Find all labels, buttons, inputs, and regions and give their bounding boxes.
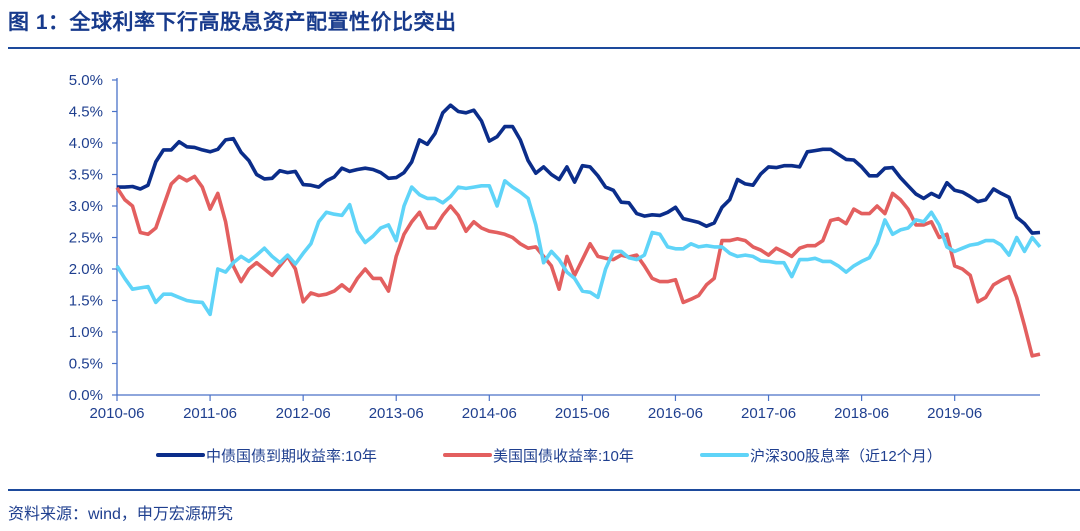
y-tick-label: 1.0% [69, 324, 103, 341]
x-tick-label: 2017-06 [741, 405, 796, 422]
y-tick-label: 1.5% [69, 293, 103, 310]
legend-label-1: 中债国债到期收益率:10年 [206, 448, 377, 465]
legend-label-2: 美国国债收益率:10年 [493, 448, 634, 465]
y-tick-label: 4.0% [69, 135, 103, 152]
x-tick-label: 2019-06 [927, 405, 982, 422]
x-tick-label: 2015-06 [555, 405, 610, 422]
y-tick-label: 2.5% [69, 230, 103, 247]
x-tick-label: 2010-06 [89, 405, 144, 422]
source-note: 资料来源：wind，申万宏源研究 [8, 506, 233, 523]
x-tick-label: 2011-06 [183, 405, 237, 422]
footer-divider [8, 489, 1080, 491]
y-tick-label: 3.0% [69, 198, 103, 215]
y-tick-label: 4.5% [69, 104, 103, 121]
x-tick-label: 2012-06 [276, 405, 331, 422]
figure-title: 图 1：全球利率下行高股息资产配置性价比突出 [8, 11, 457, 34]
x-tick-label: 2013-06 [369, 405, 424, 422]
y-tick-label: 0.5% [69, 356, 103, 373]
y-tick-label: 3.5% [69, 167, 103, 184]
x-tick-label: 2016-06 [648, 405, 703, 422]
x-tick-label: 2018-06 [834, 405, 889, 422]
series-line-2 [115, 174, 1041, 358]
series-line-1 [117, 103, 1041, 235]
series-line-3 [115, 179, 1042, 317]
y-tick-label: 5.0% [69, 72, 103, 89]
y-tick-label: 0.0% [69, 387, 103, 404]
y-tick-label: 2.0% [69, 261, 103, 278]
title-divider [8, 47, 1080, 49]
x-tick-label: 2014-06 [462, 405, 517, 422]
legend-label-3: 沪深300股息率（近12个月） [750, 448, 942, 465]
